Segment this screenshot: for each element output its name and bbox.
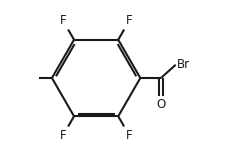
Text: F: F xyxy=(125,129,132,142)
Text: Br: Br xyxy=(177,58,190,71)
Text: F: F xyxy=(125,14,132,27)
Text: F: F xyxy=(60,129,67,142)
Text: F: F xyxy=(60,14,67,27)
Text: O: O xyxy=(156,98,166,111)
